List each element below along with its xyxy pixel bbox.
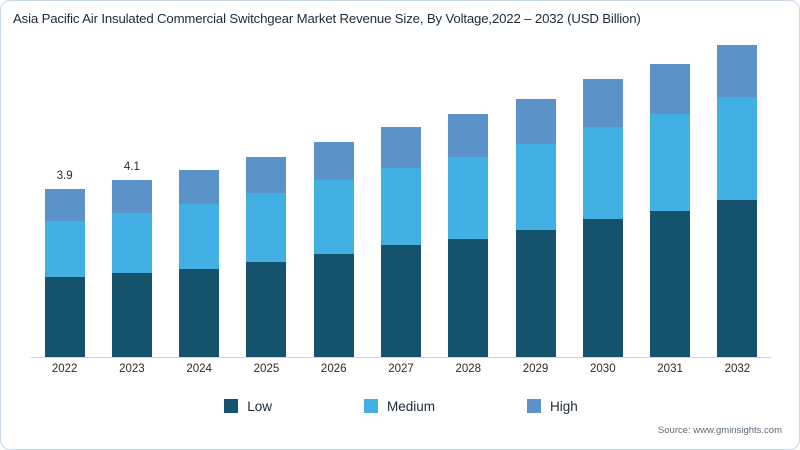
bar-group[interactable] xyxy=(111,180,152,357)
bar-segment-medium[interactable] xyxy=(313,180,354,254)
bar-segment-high[interactable] xyxy=(111,180,152,213)
bar-group[interactable] xyxy=(179,169,220,357)
bar-group[interactable] xyxy=(381,126,421,357)
bar-group[interactable] xyxy=(515,98,556,357)
bar-segment-medium[interactable] xyxy=(717,96,758,200)
bar-segment-high[interactable] xyxy=(448,113,489,157)
bar-segment-low[interactable] xyxy=(111,273,152,357)
legend-item-low[interactable]: Low xyxy=(224,399,272,414)
x-axis-label: 2029 xyxy=(522,363,549,375)
legend-label-medium: Medium xyxy=(386,398,435,414)
legend-item-high[interactable]: High xyxy=(527,399,578,414)
bar-segment-high[interactable] xyxy=(313,141,354,181)
bar-segment-low[interactable] xyxy=(650,210,691,357)
legend-item-medium[interactable]: Medium xyxy=(363,398,435,414)
bar-segment-high[interactable] xyxy=(717,44,758,97)
bar-segment-medium[interactable] xyxy=(448,156,489,239)
bar-group[interactable] xyxy=(650,64,691,357)
bar-segment-high[interactable] xyxy=(44,189,85,222)
bar-group[interactable] xyxy=(246,156,287,357)
bar-value-label: 4.1 xyxy=(123,161,140,174)
bar-segment-low[interactable] xyxy=(246,262,287,357)
bar-segment-medium[interactable] xyxy=(44,221,85,278)
bar-segment-low[interactable] xyxy=(44,277,85,357)
bar-segment-medium[interactable] xyxy=(582,126,623,220)
source-attribution: Source: www.gminsights.com xyxy=(657,425,782,436)
chart-legend: Low Medium High xyxy=(1,393,799,419)
bar-segment-high[interactable] xyxy=(650,64,691,114)
x-axis-label: 2025 xyxy=(253,363,280,375)
x-axis-label: 2026 xyxy=(320,363,347,375)
legend-swatch-medium xyxy=(363,399,378,413)
bar-segment-medium[interactable] xyxy=(381,167,421,246)
bar-segment-high[interactable] xyxy=(179,169,220,205)
bar-group[interactable] xyxy=(313,141,354,357)
x-axis-label: 2024 xyxy=(186,363,212,375)
bar-segment-low[interactable] xyxy=(179,268,220,357)
bar-segment-medium[interactable] xyxy=(246,193,287,263)
plot-area: 3.9 4.1 xyxy=(31,44,771,357)
x-axis-label: 2031 xyxy=(657,363,683,375)
bar-group[interactable] xyxy=(448,113,489,357)
x-axis-label: 2028 xyxy=(455,363,482,375)
bar-group[interactable] xyxy=(44,189,85,357)
x-axis-label: 2030 xyxy=(590,363,616,375)
page-title: Asia Pacific Air Insulated Commercial Sw… xyxy=(13,11,641,26)
bar-segment-low[interactable] xyxy=(515,230,556,357)
x-axis-label: 2027 xyxy=(388,363,414,375)
x-axis-label: 2022 xyxy=(51,363,78,375)
x-axis-label: 2023 xyxy=(119,363,145,375)
x-axis-tick-labels: 2022 2023 2024 2025 2026 2027 2028 2029 2030 2031… xyxy=(31,363,771,383)
bar-segment-medium[interactable] xyxy=(111,212,152,274)
bar-value-label: 3.9 xyxy=(56,170,73,183)
bar-segment-low[interactable] xyxy=(717,199,758,357)
bar-segment-high[interactable] xyxy=(515,98,556,144)
legend-label-high: High xyxy=(550,398,578,414)
x-axis-line xyxy=(31,357,771,358)
bar-segment-medium[interactable] xyxy=(650,113,691,211)
legend-swatch-low xyxy=(224,399,239,413)
legend-swatch-high xyxy=(527,399,541,413)
bar-segment-high[interactable] xyxy=(582,79,623,127)
bar-group[interactable] xyxy=(582,79,623,357)
bar-segment-low[interactable] xyxy=(582,219,623,357)
legend-label-low: Low xyxy=(247,398,272,414)
bar-segment-high[interactable] xyxy=(246,156,287,194)
bar-segment-low[interactable] xyxy=(313,253,354,357)
bar-segment-low[interactable] xyxy=(381,245,421,357)
bar-group[interactable] xyxy=(717,44,758,357)
bar-segment-high[interactable] xyxy=(381,126,421,168)
bar-segment-low[interactable] xyxy=(448,238,489,357)
x-axis-label: 2032 xyxy=(724,363,751,375)
bar-segment-medium[interactable] xyxy=(515,143,556,230)
bar-segment-medium[interactable] xyxy=(179,204,220,269)
